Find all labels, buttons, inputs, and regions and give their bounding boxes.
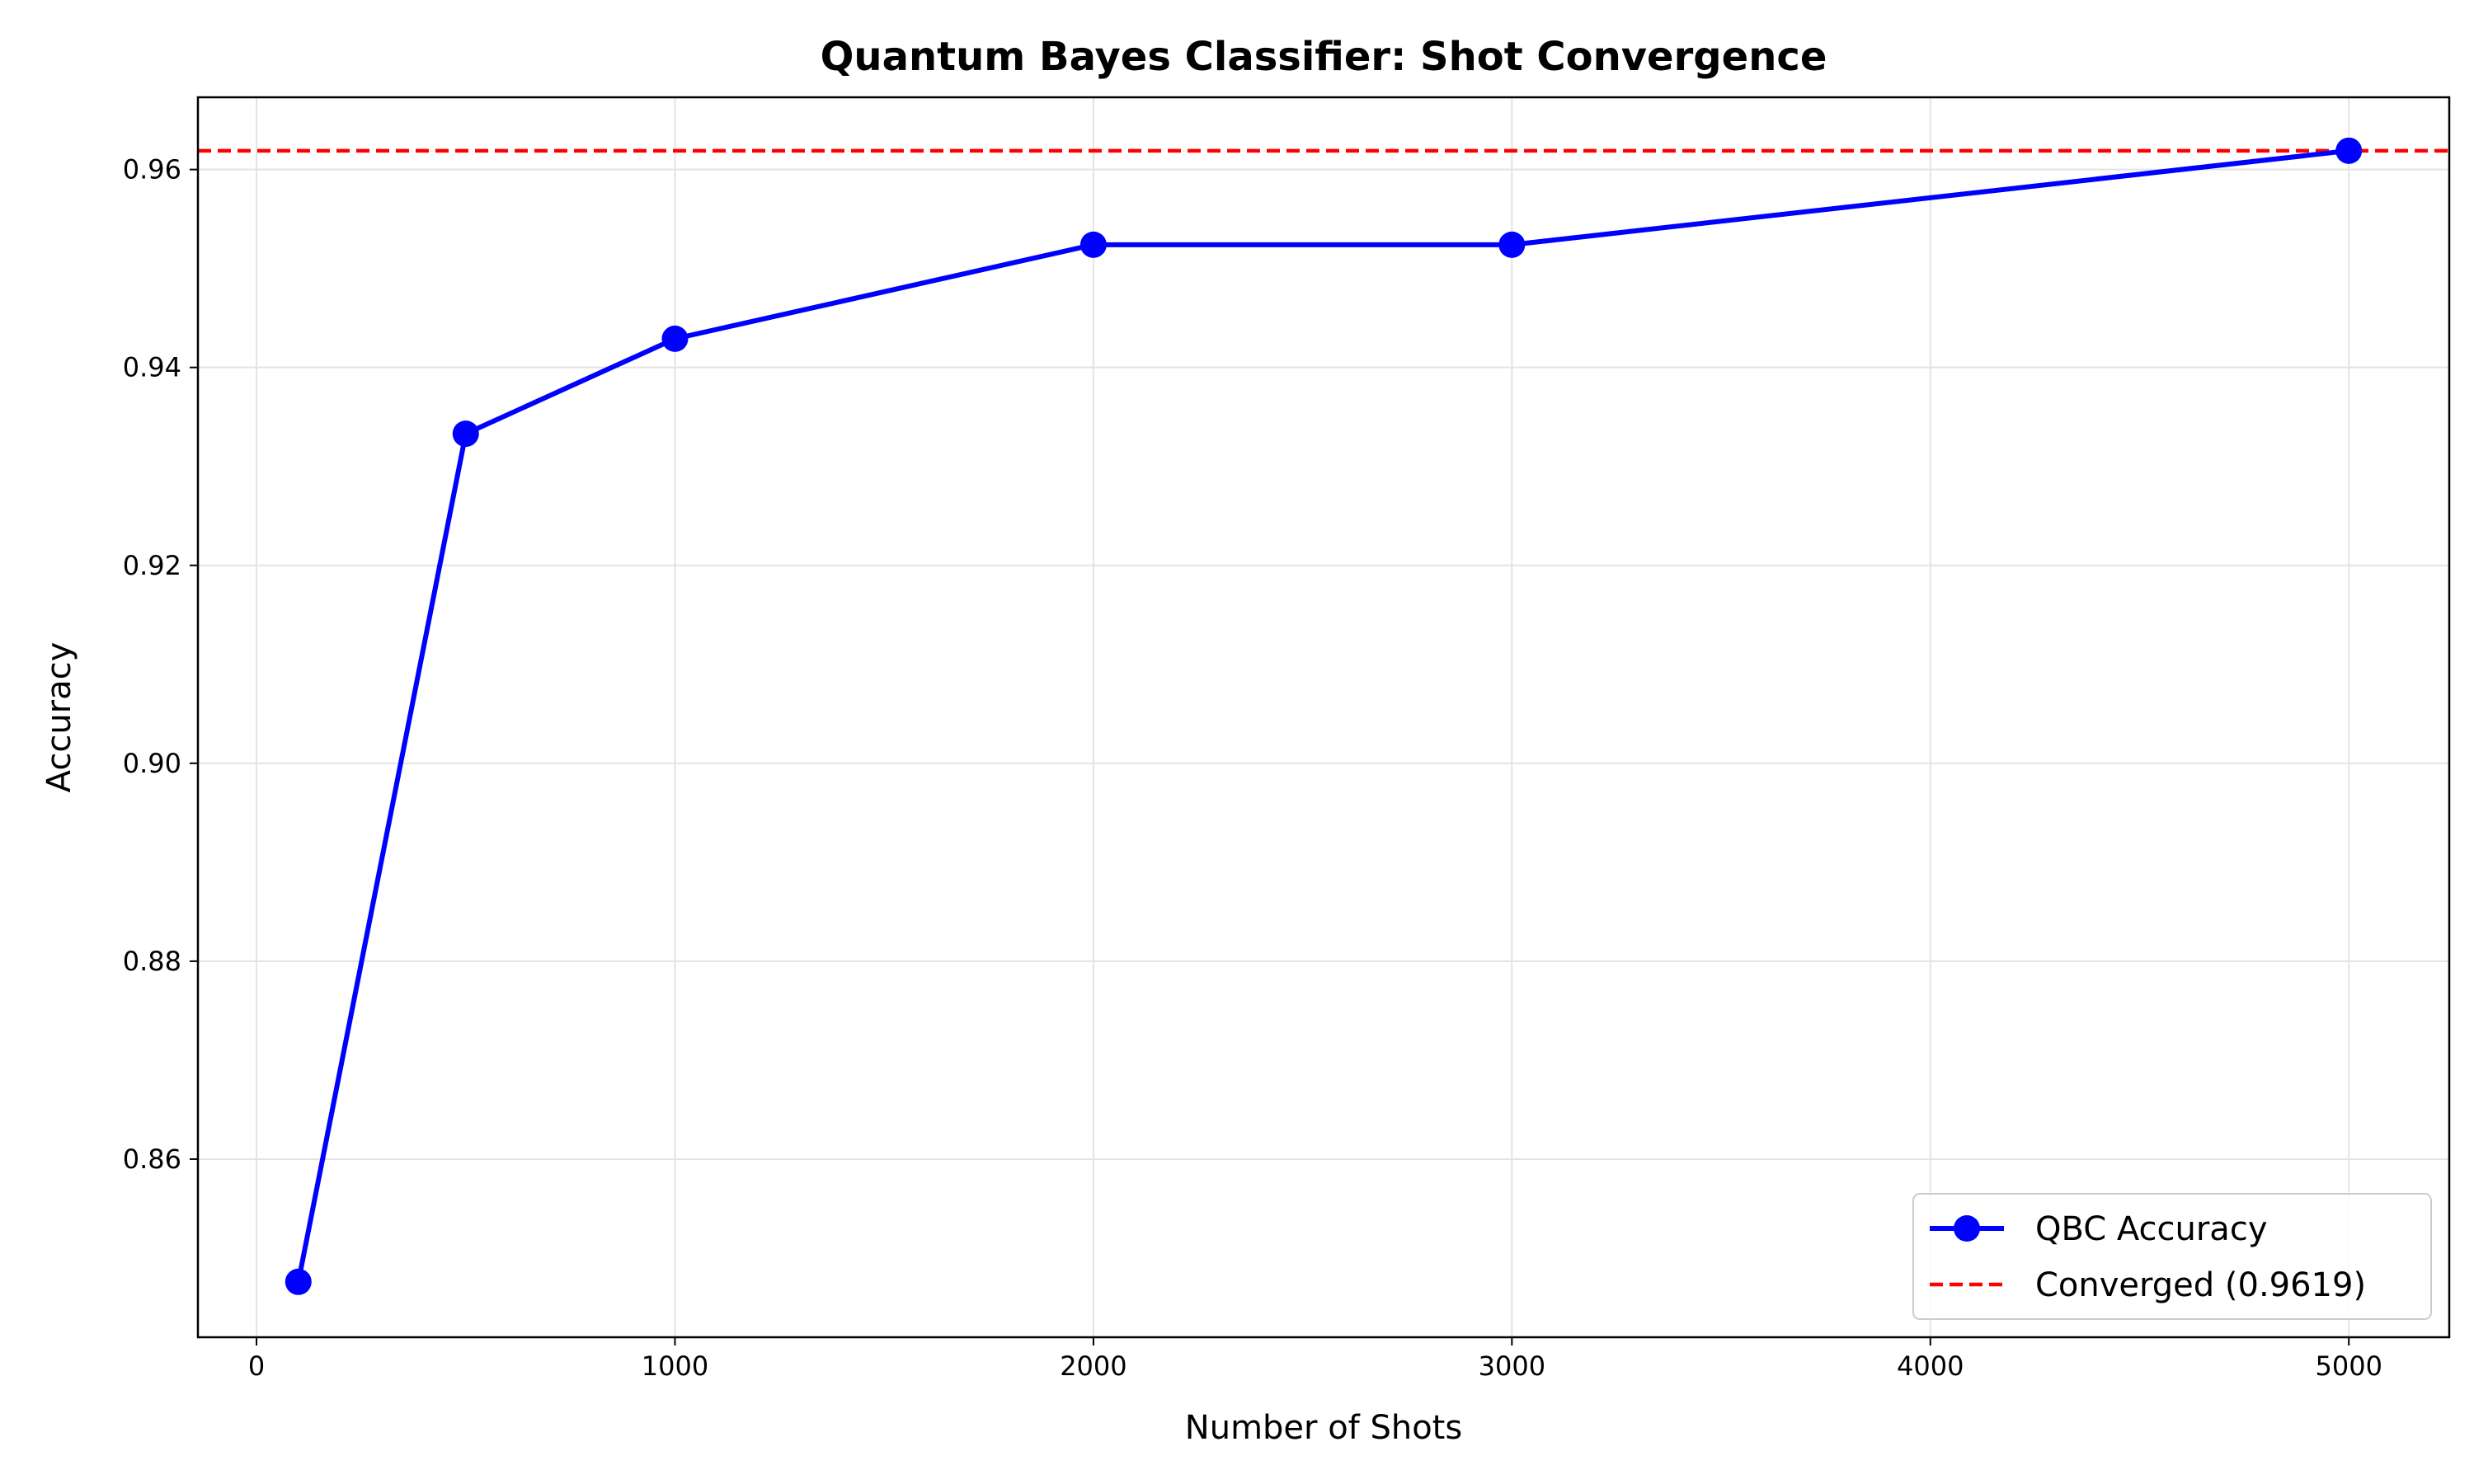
- data-point: [661, 325, 689, 352]
- chart-title: Quantum Bayes Classifier: Shot Convergen…: [821, 34, 1827, 80]
- x-tick-label: 1000: [642, 1350, 708, 1382]
- data-point: [285, 1268, 312, 1295]
- ticks: 0 1000 2000 3000 4000 5000 0.86 0.88 0.90 0.92 0.9…: [123, 154, 2382, 1382]
- grid: [198, 97, 2449, 1337]
- x-tick-label: 3000: [1479, 1350, 1545, 1382]
- x-tick-label: 4000: [1897, 1350, 1964, 1382]
- y-tick-label: 0.96: [123, 154, 181, 186]
- y-tick-label: 0.90: [123, 748, 181, 779]
- series-group: [285, 137, 2363, 1295]
- x-tick-label: 0: [248, 1350, 265, 1382]
- data-point: [1498, 231, 1526, 258]
- y-tick-label: 0.88: [123, 946, 181, 977]
- data-point: [1079, 231, 1107, 258]
- x-axis-label: Number of Shots: [1185, 1409, 1462, 1447]
- y-tick-label: 0.94: [123, 352, 181, 383]
- legend-label: Converged (0.9619): [2035, 1266, 2366, 1304]
- legend-marker-swatch: [1954, 1215, 1980, 1242]
- x-tick-label: 2000: [1060, 1350, 1126, 1382]
- legend: QBC Accuracy Converged (0.9619): [1912, 1193, 2432, 1320]
- y-tick-label: 0.92: [123, 550, 181, 581]
- data-point: [452, 420, 479, 448]
- series-line: [295, 148, 2349, 1283]
- x-tick-label: 5000: [2315, 1350, 2382, 1382]
- y-tick-label: 0.86: [123, 1144, 181, 1175]
- legend-box: [1912, 1193, 2432, 1320]
- data-point: [2335, 137, 2363, 164]
- plot-frame: [196, 96, 2451, 1339]
- y-axis-label: Accuracy: [40, 642, 78, 793]
- legend-label: QBC Accuracy: [2035, 1210, 2267, 1248]
